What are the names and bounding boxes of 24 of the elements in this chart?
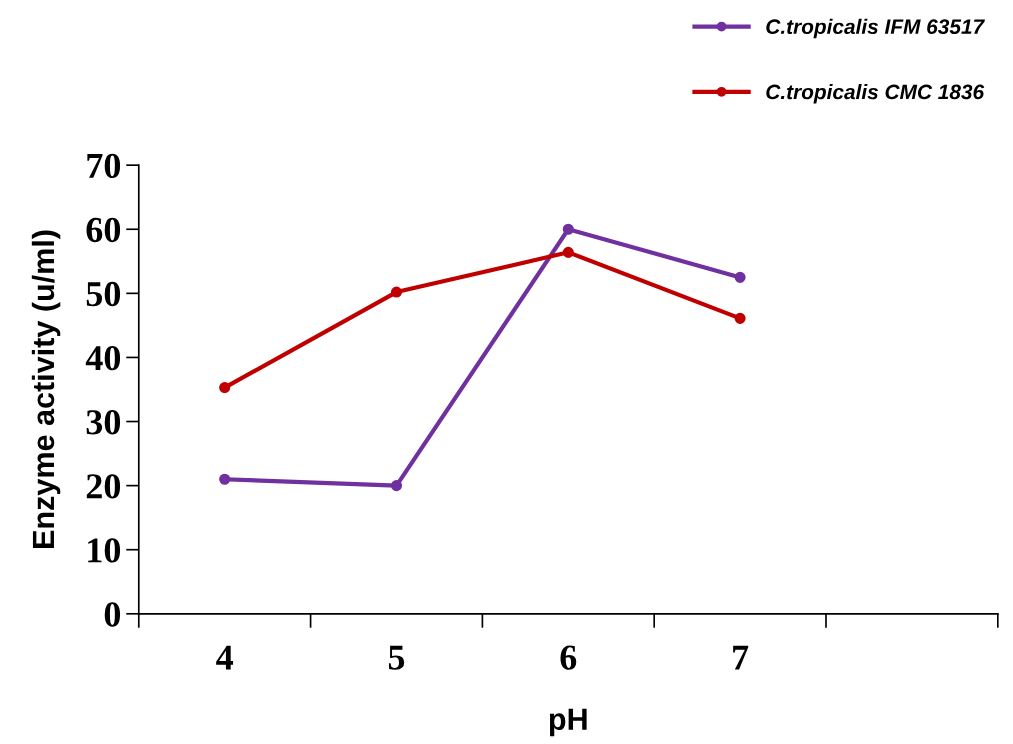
point bbox=[562, 223, 574, 235]
point bbox=[219, 473, 231, 485]
y-tick-label: 20 bbox=[86, 474, 121, 499]
y-tick-label: 10 bbox=[88, 538, 121, 563]
y-tick-label: 0 bbox=[104, 602, 121, 627]
x-tick-label: 6 bbox=[560, 645, 577, 670]
point bbox=[562, 246, 574, 258]
x-tick-label: 7 bbox=[733, 645, 749, 670]
point bbox=[219, 382, 231, 394]
point bbox=[734, 271, 746, 283]
point bbox=[390, 480, 403, 492]
legend-label: C.tropicalis IFM 63517 bbox=[766, 18, 985, 39]
y-tick-label: 40 bbox=[85, 345, 121, 371]
x-tick-label: 5 bbox=[388, 645, 405, 670]
y-tick-label: 70 bbox=[87, 153, 121, 179]
y-axis-title: Enzyme activity (u/ml) bbox=[31, 230, 61, 548]
x-tick-label: 4 bbox=[216, 645, 234, 670]
point bbox=[390, 286, 403, 298]
y-tick-label: 30 bbox=[86, 410, 121, 435]
y-tick-label: 50 bbox=[86, 281, 121, 307]
legend-label: C.tropicalis CMC 1836 bbox=[766, 84, 985, 104]
y-tick-label: 60 bbox=[86, 217, 121, 243]
point bbox=[734, 312, 746, 324]
x-axis-title: pH bbox=[549, 708, 587, 737]
